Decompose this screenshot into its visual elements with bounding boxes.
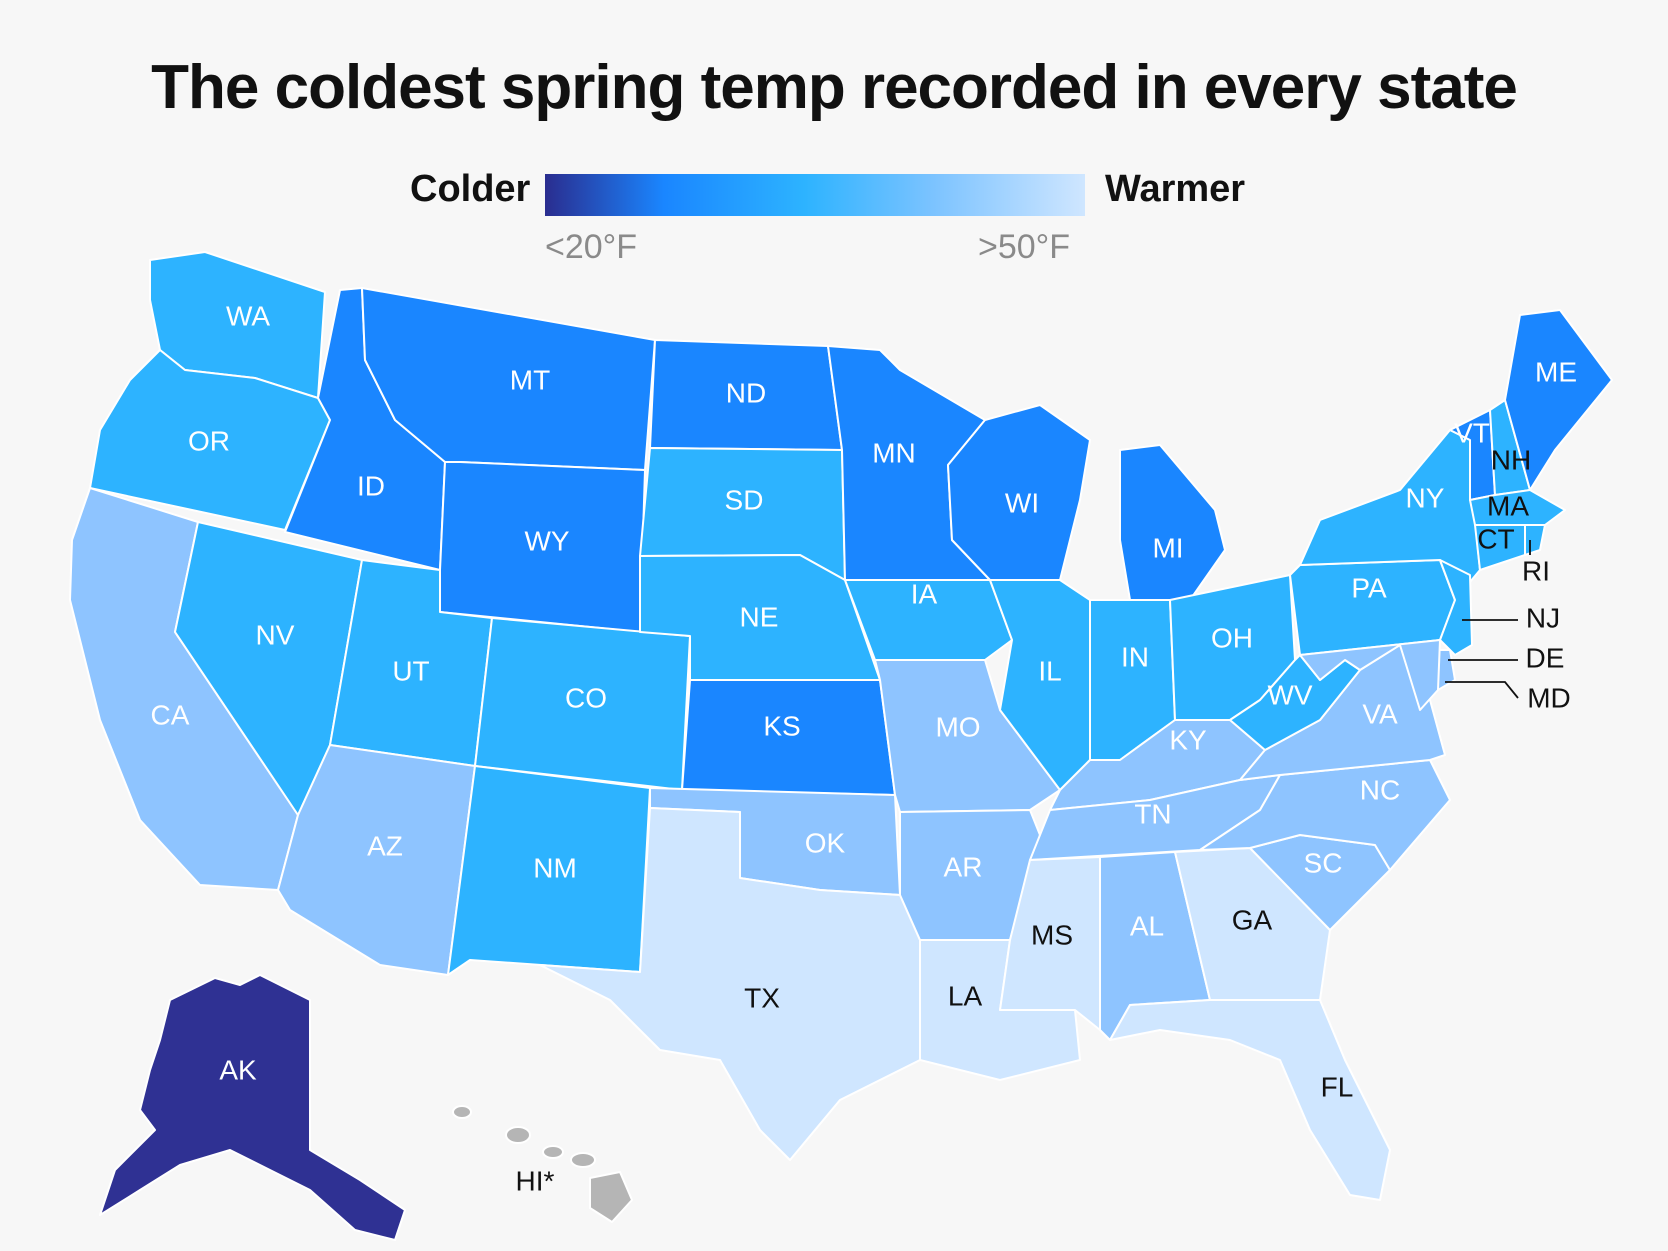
- label-me: ME: [1535, 356, 1577, 387]
- label-pa: PA: [1351, 572, 1387, 603]
- label-sc: SC: [1304, 847, 1343, 878]
- label-al: AL: [1130, 910, 1164, 941]
- label-co: CO: [565, 682, 607, 713]
- label-nm: NM: [533, 852, 577, 883]
- label-tn: TN: [1134, 798, 1171, 829]
- state-hi: [452, 1105, 633, 1223]
- label-ne: NE: [740, 601, 779, 632]
- label-mo: MO: [935, 711, 980, 742]
- label-mi: MI: [1152, 532, 1183, 563]
- legend-warmer-label: Warmer: [1105, 168, 1246, 210]
- label-oh: OH: [1211, 622, 1253, 653]
- label-nc: NC: [1360, 774, 1400, 805]
- label-tx: TX: [744, 982, 780, 1013]
- legend-high-tick: >50°F: [978, 228, 1071, 266]
- label-ny: NY: [1406, 482, 1445, 513]
- label-sd: SD: [725, 484, 764, 515]
- label-la: LA: [948, 980, 983, 1011]
- label-ky: KY: [1169, 724, 1207, 755]
- label-fl: FL: [1321, 1071, 1354, 1102]
- state-nc: [1199, 759, 1451, 871]
- map-title: The coldest spring temp recorded in ever…: [151, 53, 1518, 122]
- label-ks: KS: [763, 710, 800, 741]
- label-nd: ND: [726, 377, 766, 408]
- state-ri: [1524, 524, 1546, 556]
- label-ri: RI: [1522, 555, 1550, 586]
- hi-island-2: [505, 1126, 531, 1144]
- label-az: AZ: [367, 830, 403, 861]
- label-vt: VT: [1454, 417, 1490, 448]
- label-nh: NH: [1491, 444, 1531, 475]
- state-mi: [1119, 444, 1226, 601]
- label-nv: NV: [256, 619, 295, 650]
- state-nj: [1439, 559, 1473, 656]
- label-wy: WY: [524, 525, 569, 556]
- label-wa: WA: [226, 300, 270, 331]
- label-ut: UT: [392, 655, 429, 686]
- legend-colder-label: Colder: [410, 168, 531, 210]
- state-wi: [947, 404, 1091, 581]
- label-mt: MT: [510, 364, 550, 395]
- label-wi: WI: [1005, 487, 1039, 518]
- state-tx: [539, 807, 921, 1161]
- label-va: VA: [1362, 698, 1398, 729]
- state-ia: [844, 579, 1013, 661]
- hi-island-1: [452, 1105, 472, 1119]
- label-de: DE: [1526, 642, 1565, 673]
- label-ar: AR: [944, 851, 983, 882]
- leader-md: [1445, 681, 1519, 699]
- label-md: MD: [1527, 682, 1571, 713]
- label-ma: MA: [1487, 490, 1529, 521]
- state-fl: [1109, 999, 1391, 1201]
- hi-island-4: [570, 1152, 596, 1168]
- label-ms: MS: [1031, 919, 1073, 950]
- label-il: IL: [1038, 655, 1061, 686]
- legend-low-tick: <20°F: [545, 228, 638, 266]
- label-id: ID: [357, 470, 385, 501]
- label-hi: HI*: [516, 1165, 555, 1196]
- label-ca: CA: [151, 699, 190, 730]
- hi-island-5: [589, 1171, 633, 1223]
- label-ga: GA: [1232, 904, 1273, 935]
- label-ct: CT: [1477, 523, 1514, 554]
- label-ia: IA: [911, 578, 938, 609]
- label-in: IN: [1121, 641, 1149, 672]
- hi-island-3: [542, 1145, 564, 1159]
- label-mn: MN: [872, 437, 916, 468]
- state-md: [1299, 639, 1441, 711]
- label-nj: NJ: [1526, 602, 1560, 633]
- label-ak: AK: [219, 1054, 257, 1085]
- state-ak: [99, 974, 406, 1241]
- legend-color-scale: [545, 174, 1085, 216]
- label-ok: OK: [805, 827, 846, 858]
- label-wv: WV: [1267, 679, 1312, 710]
- label-or: OR: [188, 425, 230, 456]
